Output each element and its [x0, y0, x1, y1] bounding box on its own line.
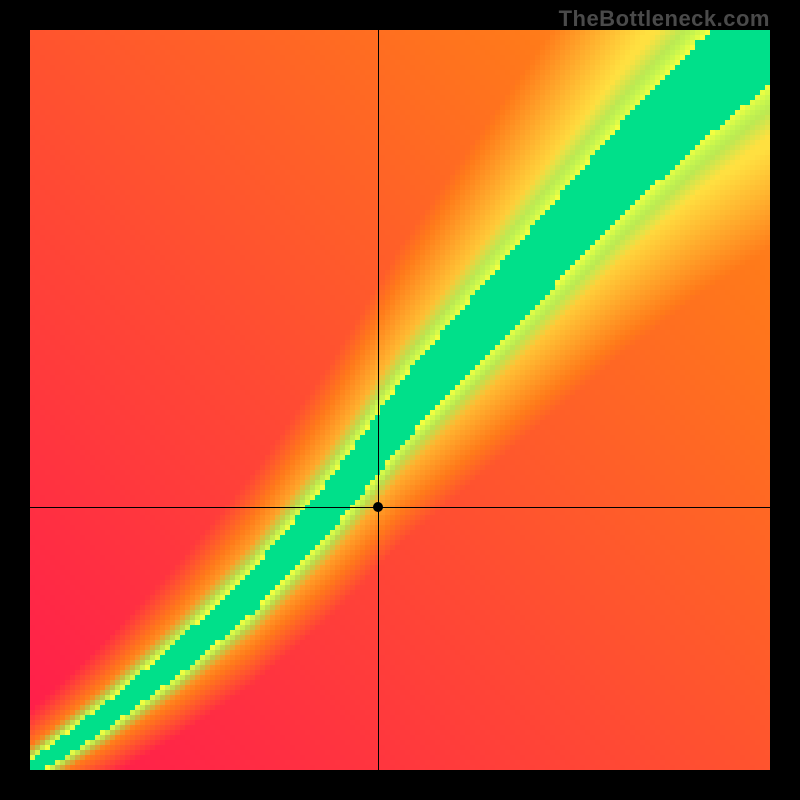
watermark-text: TheBottleneck.com	[559, 6, 770, 32]
chart-container: TheBottleneck.com	[0, 0, 800, 800]
crosshair-dot	[373, 502, 383, 512]
heatmap-frame	[30, 30, 770, 770]
crosshair-horizontal	[30, 507, 770, 508]
crosshair-vertical	[378, 30, 379, 770]
heatmap-canvas	[30, 30, 770, 770]
